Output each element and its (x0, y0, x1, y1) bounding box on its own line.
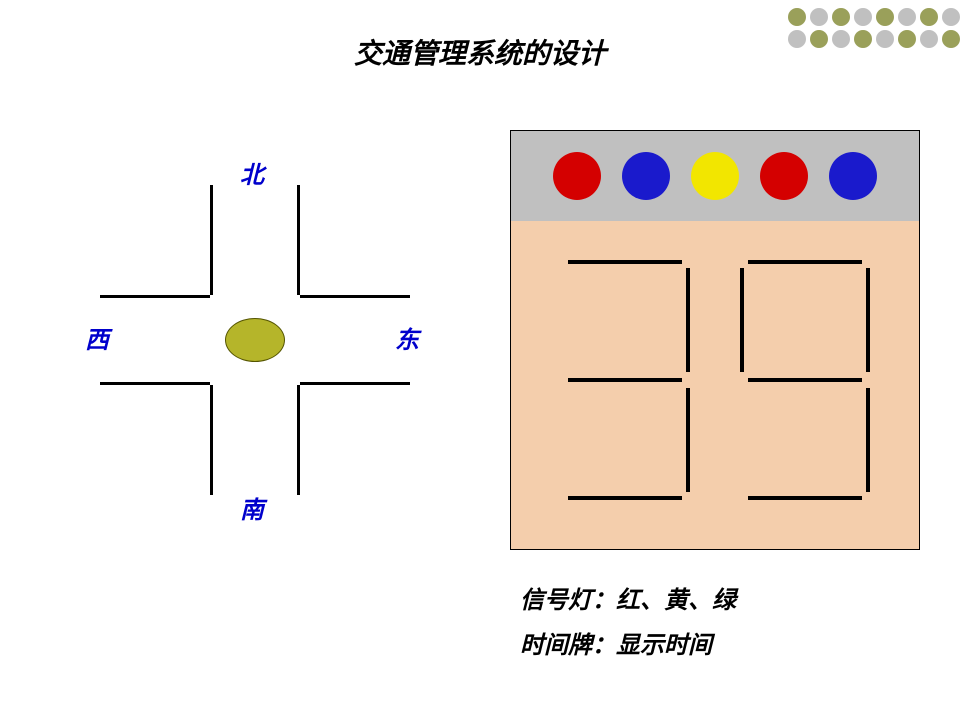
decor-dot (810, 30, 828, 48)
decor-dot (898, 8, 916, 26)
signal-light (760, 152, 808, 200)
digit-segment (686, 268, 690, 372)
decor-dot (942, 30, 960, 48)
signal-light (622, 152, 670, 200)
road-edge (300, 295, 410, 298)
digit-segment (568, 260, 682, 264)
signal-light (691, 152, 739, 200)
decor-dot (876, 30, 894, 48)
decor-dot (920, 8, 938, 26)
decor-dot (854, 8, 872, 26)
road-edge (297, 185, 300, 295)
caption-timer: 时间牌：显示时间 (520, 625, 712, 660)
road-edge (300, 382, 410, 385)
decor-dot (876, 8, 894, 26)
light-strip (511, 131, 919, 221)
signal-light (829, 152, 877, 200)
digit-segment (740, 268, 744, 372)
decor-dot (788, 30, 806, 48)
caption-signal: 信号灯：红、黄、绿 (520, 580, 736, 615)
signal-panel (510, 130, 920, 550)
road-edge (210, 185, 213, 295)
decor-dot (854, 30, 872, 48)
road-edge (100, 382, 210, 385)
intersection-center (225, 318, 285, 362)
decor-dot (810, 8, 828, 26)
intersection-diagram (0, 0, 500, 600)
digit-segment (568, 496, 682, 500)
decor-dot (920, 30, 938, 48)
digit-segment (866, 268, 870, 372)
signal-light (553, 152, 601, 200)
digit-segment (748, 260, 862, 264)
digit-segment (568, 378, 682, 382)
decor-dot (832, 30, 850, 48)
decor-dot (942, 8, 960, 26)
digit-segment (866, 388, 870, 492)
road-edge (100, 295, 210, 298)
decor-dot (898, 30, 916, 48)
decor-dot (788, 8, 806, 26)
decor-dot (832, 8, 850, 26)
road-edge (210, 385, 213, 495)
digit-segment (748, 378, 862, 382)
digit-segment (748, 496, 862, 500)
road-edge (297, 385, 300, 495)
digit-segment (686, 388, 690, 492)
